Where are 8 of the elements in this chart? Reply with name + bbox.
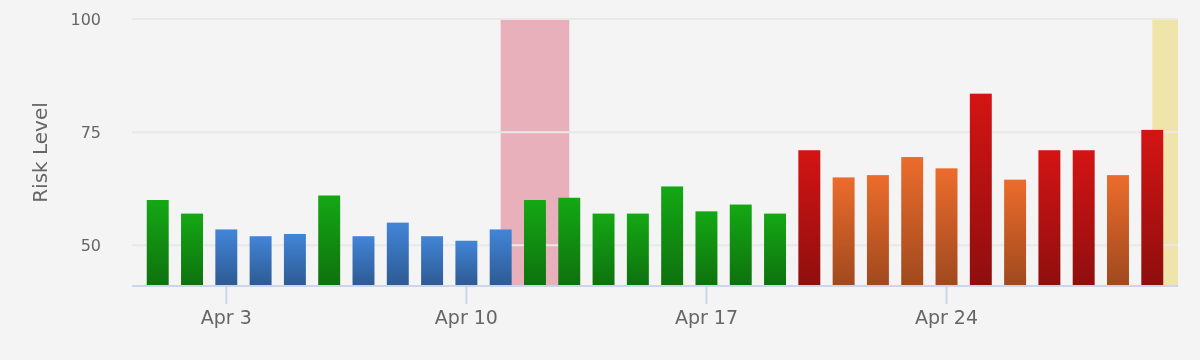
x-tick-label: Apr 24 — [914, 306, 979, 328]
y-tick-label: 100 — [70, 10, 101, 29]
x-tick-label: Apr 3 — [200, 306, 252, 328]
y-tick-label: 75 — [80, 123, 101, 143]
y-tick-label: 50 — [80, 236, 101, 256]
x-tick-label: Apr 17 — [674, 306, 738, 328]
y-axis-title: Risk Level — [28, 102, 52, 203]
x-tick-label: Apr 10 — [434, 306, 498, 328]
